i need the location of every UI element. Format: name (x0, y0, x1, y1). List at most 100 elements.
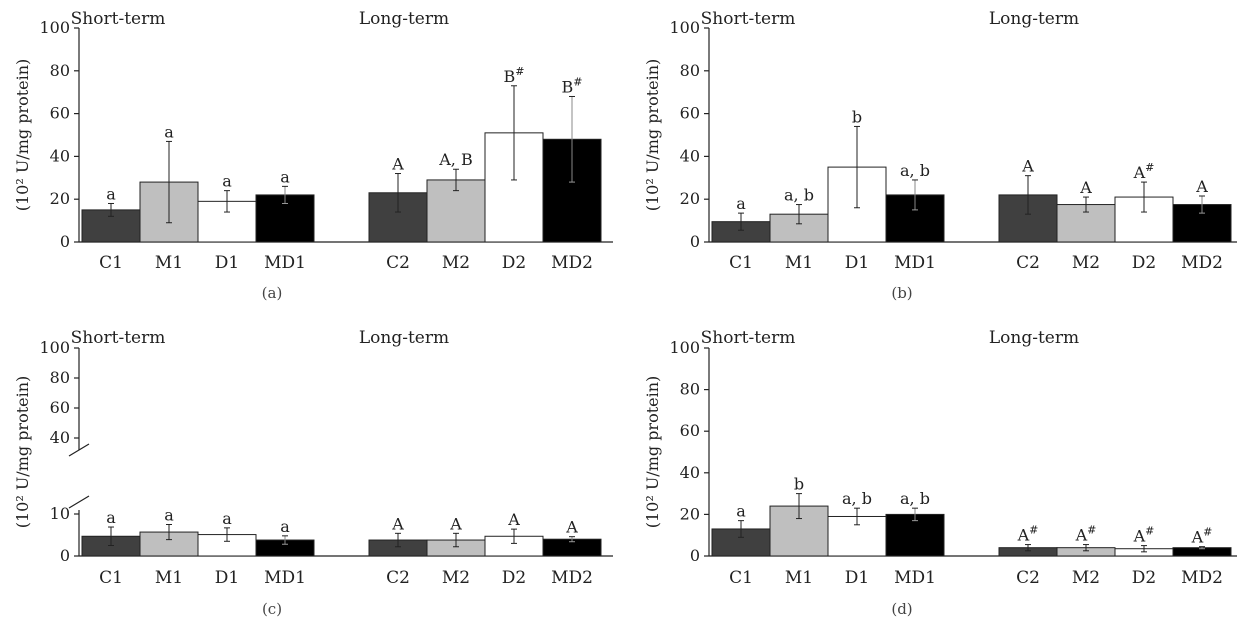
group-title: Short-term (71, 328, 166, 348)
y-tick-label: 80 (680, 61, 700, 80)
x-tick-label: C1 (99, 253, 123, 273)
significance-label: A (449, 514, 462, 533)
x-tick-label: MD1 (264, 253, 306, 273)
significance-label: a, b (784, 186, 814, 205)
y-tick-label: 20 (680, 189, 700, 208)
y-tick-label: 0 (690, 546, 700, 565)
x-tick-label: C2 (1016, 253, 1040, 273)
y-axis-label: (10² U/mg protein) (13, 376, 32, 529)
x-tick-label: M1 (785, 568, 813, 588)
panel-label: (b) (891, 284, 912, 302)
group-title: Short-term (71, 9, 166, 29)
significance-label: a, b (900, 489, 930, 508)
significance-label: A (565, 518, 578, 537)
significance-label: A (391, 514, 404, 533)
x-tick-label: D2 (1132, 568, 1156, 588)
y-tick-label: 40 (680, 146, 700, 165)
group-title: Short-term (701, 9, 796, 29)
x-tick-label: C1 (729, 568, 753, 588)
y-tick-label: 40 (50, 428, 70, 447)
x-tick-label: M2 (1072, 568, 1100, 588)
axis-break-mark (68, 495, 90, 509)
significance-label: A# (1133, 161, 1155, 182)
significance-label: a (280, 167, 290, 186)
significance-label: a (164, 122, 174, 141)
group-title: Long-term (989, 328, 1079, 348)
significance-label: a (222, 509, 232, 528)
y-tick-label: 20 (680, 504, 700, 523)
y-tick-label: 60 (680, 104, 700, 123)
y-tick-label: 60 (680, 421, 700, 440)
axis-break-mark (68, 443, 90, 457)
x-tick-label: M1 (785, 253, 813, 273)
group-title: Long-term (359, 9, 449, 29)
y-tick-label: 10 (50, 504, 70, 523)
x-tick-label: D2 (502, 253, 526, 273)
significance-label: b (852, 107, 862, 126)
group-title: Long-term (989, 9, 1079, 29)
x-tick-label: C2 (386, 568, 410, 588)
x-tick-label: M1 (155, 253, 183, 273)
panel-b: 0 20 40 60 80 100 (10² U/mg protein) Short-term… (643, 9, 1237, 302)
group-title: Long-term (359, 328, 449, 348)
x-tick-label: MD2 (551, 253, 593, 273)
panel-c: 0 10 40 60 80 100 (10² U/mg protein) Short-term… (13, 328, 613, 618)
bar-d1 (827, 515, 887, 557)
significance-label: b (794, 475, 804, 494)
significance-label: A (507, 510, 520, 529)
x-tick-label: D1 (845, 568, 869, 588)
significance-label: A (1079, 178, 1092, 197)
significance-label: a (280, 517, 290, 536)
significance-label: a (164, 506, 174, 525)
y-tick-label: 0 (60, 546, 70, 565)
significance-label: B# (562, 75, 583, 96)
y-axis-label: (10² U/mg protein) (13, 59, 32, 212)
significance-label: a (736, 502, 746, 521)
y-tick-label: 100 (669, 338, 700, 357)
panel-label: (a) (262, 284, 283, 302)
significance-label: A# (1133, 525, 1155, 546)
x-tick-label: C2 (1016, 568, 1040, 588)
y-tick-label: 20 (50, 189, 70, 208)
x-tick-label: MD2 (1181, 568, 1223, 588)
significance-label: a (106, 508, 116, 527)
significance-label: B# (504, 65, 525, 86)
y-tick-label: 100 (669, 18, 700, 37)
significance-label: a, b (900, 161, 930, 180)
x-tick-label: D2 (1132, 253, 1156, 273)
significance-label: a (222, 172, 232, 191)
y-tick-label: 80 (680, 380, 700, 399)
significance-label: A, B (438, 150, 472, 169)
x-tick-label: M1 (155, 568, 183, 588)
x-tick-label: MD1 (264, 568, 306, 588)
y-tick-label: 60 (50, 398, 70, 417)
significance-label: A (1195, 177, 1208, 196)
x-tick-label: D1 (215, 568, 239, 588)
x-tick-label: D1 (215, 253, 239, 273)
panel-a: 0 20 40 60 80 100 (10² U/mg protein) Short-term… (13, 9, 613, 302)
y-axis-label: (10² U/mg protein) (643, 59, 662, 212)
y-tick-label: 80 (50, 61, 70, 80)
panel-d: 0 20 40 60 80 100 (10² U/mg protein) Short-term… (643, 328, 1237, 618)
significance-label: a (106, 184, 116, 203)
x-tick-label: M2 (442, 568, 470, 588)
significance-label: A# (1017, 524, 1039, 545)
x-tick-label: C1 (729, 253, 753, 273)
x-tick-label: C2 (386, 253, 410, 273)
significance-label: A# (1075, 524, 1097, 545)
x-tick-label: C1 (99, 568, 123, 588)
y-tick-label: 100 (39, 338, 70, 357)
panel-label: (d) (891, 600, 912, 618)
bar-md1 (885, 513, 945, 557)
x-tick-label: MD1 (894, 568, 936, 588)
significance-label: A (1021, 157, 1034, 176)
x-tick-label: M2 (1072, 253, 1100, 273)
y-tick-label: 100 (39, 18, 70, 37)
x-tick-label: M2 (442, 253, 470, 273)
x-tick-label: D1 (845, 253, 869, 273)
y-tick-label: 40 (680, 463, 700, 482)
x-tick-label: D2 (502, 568, 526, 588)
y-axis-label: (10² U/mg protein) (643, 376, 662, 529)
panel-label: (c) (262, 600, 282, 618)
